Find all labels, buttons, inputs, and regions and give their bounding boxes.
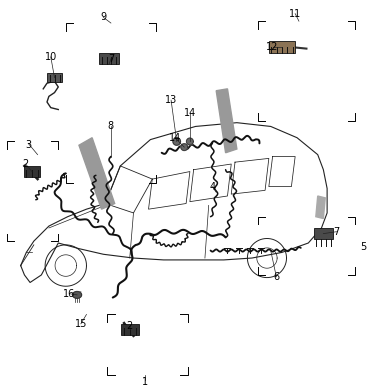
Bar — [23, 166, 41, 177]
Text: 3: 3 — [25, 140, 31, 150]
Text: 16: 16 — [64, 289, 76, 299]
Polygon shape — [216, 89, 237, 153]
Text: 10: 10 — [45, 52, 57, 62]
Text: 7: 7 — [108, 54, 114, 64]
Text: 4: 4 — [209, 181, 215, 192]
Text: 15: 15 — [75, 319, 87, 329]
Text: 1: 1 — [142, 377, 148, 387]
Text: 5: 5 — [360, 242, 366, 252]
Bar — [99, 53, 119, 64]
Text: 8: 8 — [108, 122, 114, 131]
Bar — [47, 73, 62, 82]
Text: 9: 9 — [100, 13, 106, 22]
Polygon shape — [173, 138, 180, 145]
Text: 11: 11 — [289, 9, 301, 19]
Text: 12: 12 — [267, 42, 279, 53]
Text: 14: 14 — [184, 108, 196, 118]
Bar — [314, 228, 333, 239]
Text: 2: 2 — [23, 159, 29, 169]
Text: 7: 7 — [334, 227, 340, 237]
Text: 2: 2 — [127, 321, 133, 331]
Text: 13: 13 — [165, 95, 177, 105]
Bar — [269, 42, 295, 53]
Bar — [121, 324, 139, 335]
Polygon shape — [79, 138, 115, 209]
Polygon shape — [73, 292, 82, 298]
Text: 14: 14 — [169, 133, 181, 143]
Text: 6: 6 — [273, 272, 279, 282]
Polygon shape — [186, 138, 193, 145]
Polygon shape — [181, 144, 188, 151]
Polygon shape — [316, 196, 325, 219]
